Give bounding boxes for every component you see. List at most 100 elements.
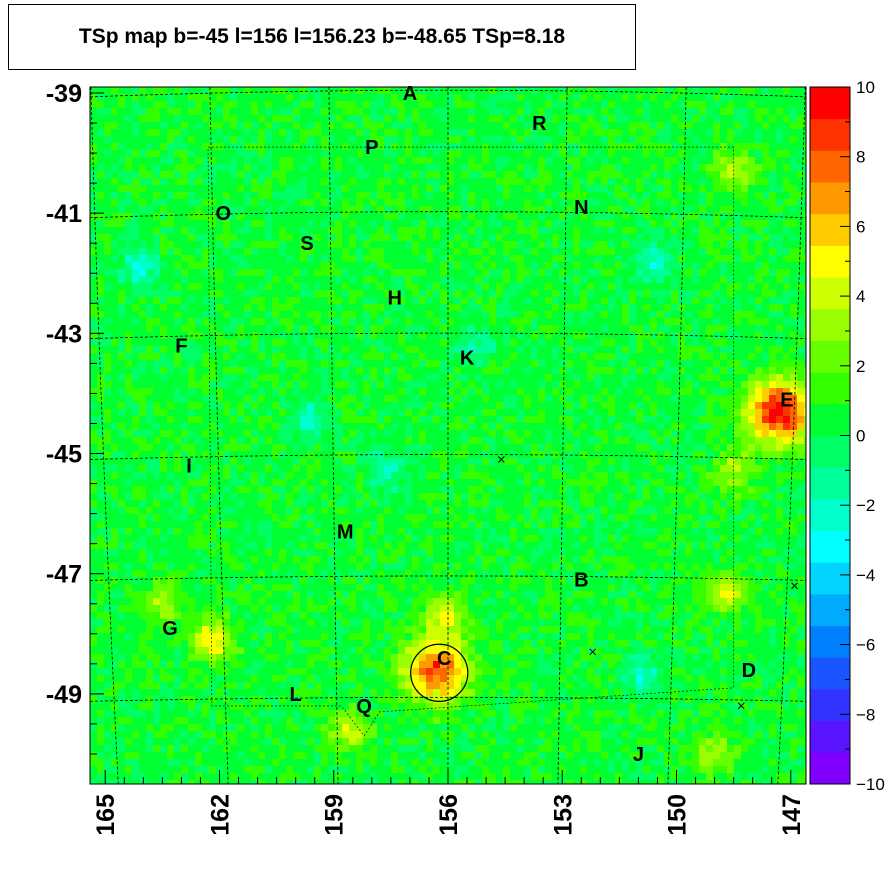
heatmap-cell [335,304,342,311]
heatmap-cell [776,409,783,416]
heatmap-cell [769,108,776,115]
heatmap-cell [265,318,272,325]
heatmap-cell [405,192,412,199]
heatmap-cell [517,311,524,318]
heatmap-cell [678,297,685,304]
heatmap-cell [356,262,363,269]
heatmap-cell [321,290,328,297]
heatmap-cell [307,395,314,402]
heatmap-cell [223,178,230,185]
heatmap-cell [776,136,783,143]
heatmap-cell [650,87,657,94]
heatmap-cell [258,150,265,157]
heatmap-cell [237,192,244,199]
heatmap-cell [188,262,195,269]
heatmap-cell [90,388,97,395]
heatmap-cell [160,381,167,388]
heatmap-cell [426,332,433,339]
heatmap-cell [356,402,363,409]
heatmap-cell [328,171,335,178]
heatmap-cell [664,248,671,255]
heatmap-cell [349,325,356,332]
heatmap-cell [727,262,734,269]
heatmap-cell [552,108,559,115]
heatmap-cell [503,262,510,269]
heatmap-cell [384,402,391,409]
heatmap-cell [370,290,377,297]
heatmap-cell [489,108,496,115]
heatmap-cell [580,346,587,353]
heatmap-cell [279,304,286,311]
heatmap-cell [377,150,384,157]
heatmap-cell [251,255,258,262]
heatmap-cell [776,374,783,381]
heatmap-cell [125,325,132,332]
heatmap-cell [258,374,265,381]
heatmap-cell [797,262,804,269]
heatmap-cell [615,346,622,353]
heatmap-cell [601,178,608,185]
heatmap-cell [111,199,118,206]
heatmap-cell [216,332,223,339]
heatmap-cell [685,409,692,416]
heatmap-cell [279,409,286,416]
heatmap-cell [335,283,342,290]
heatmap-cell [629,178,636,185]
heatmap-cell [419,318,426,325]
heatmap-cell [790,108,797,115]
heatmap-cell [594,325,601,332]
heatmap-cell [335,269,342,276]
heatmap-cell [650,213,657,220]
heatmap-cell [468,395,475,402]
heatmap-cell [797,192,804,199]
heatmap-cell [769,290,776,297]
heatmap-cell [405,234,412,241]
heatmap-cell [734,374,741,381]
heatmap-cell [111,297,118,304]
heatmap-cell [622,290,629,297]
heatmap-cell [601,227,608,234]
heatmap-cell [419,290,426,297]
heatmap-cell [279,297,286,304]
heatmap-cell [580,269,587,276]
heatmap-cell [692,206,699,213]
heatmap-cell [195,178,202,185]
heatmap-cell [636,150,643,157]
heatmap-cell [531,227,538,234]
heatmap-cell [328,199,335,206]
heatmap-cell [111,94,118,101]
heatmap-cell [776,395,783,402]
heatmap-cell [363,213,370,220]
heatmap-cell [440,395,447,402]
heatmap-cell [566,339,573,346]
heatmap-cell [426,276,433,283]
heatmap-cell [321,409,328,416]
heatmap-cell [90,241,97,248]
heatmap-cell [587,150,594,157]
heatmap-cell [489,213,496,220]
heatmap-cell [643,199,650,206]
heatmap-cell [587,234,594,241]
heatmap-cell [174,374,181,381]
heatmap-cell [692,381,699,388]
heatmap-cell [209,283,216,290]
heatmap-cell [510,129,517,136]
heatmap-cell [622,367,629,374]
heatmap-cell [111,374,118,381]
heatmap-cell [251,388,258,395]
heatmap-cell [762,136,769,143]
heatmap-cell [202,241,209,248]
heatmap-cell [300,87,307,94]
heatmap-cell [356,423,363,430]
heatmap-cell [293,234,300,241]
heatmap-cell [622,136,629,143]
heatmap-cell [531,360,538,367]
heatmap-cell [419,269,426,276]
heatmap-cell [489,115,496,122]
heatmap-cell [587,332,594,339]
heatmap-cell [202,318,209,325]
heatmap-cell [503,353,510,360]
heatmap-cell [181,353,188,360]
heatmap-cell [202,108,209,115]
heatmap-cell [636,199,643,206]
